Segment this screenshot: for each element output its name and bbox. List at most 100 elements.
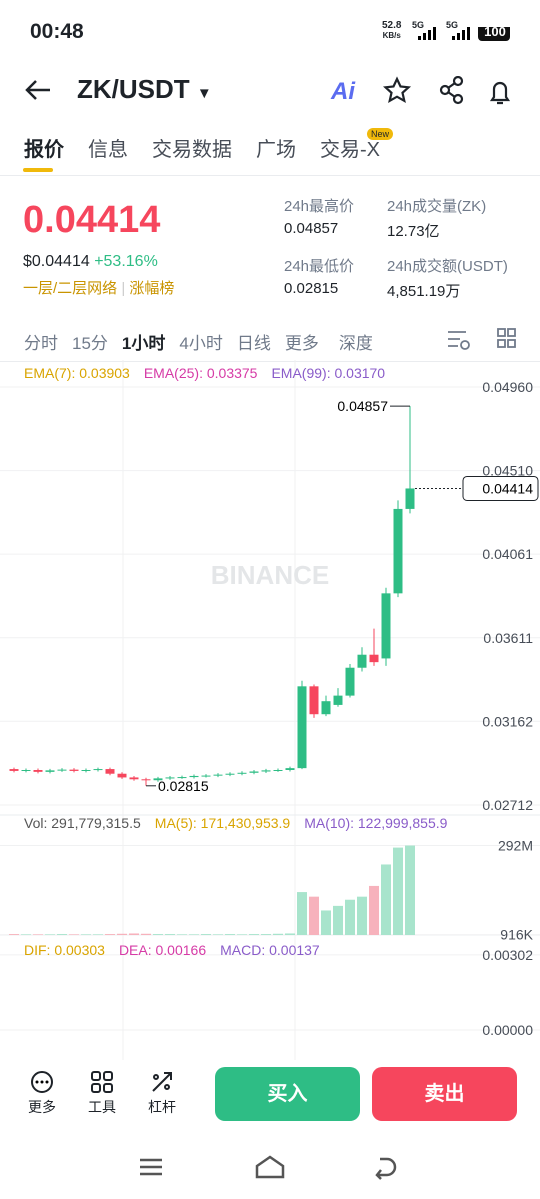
tab[interactable]: 信息	[88, 139, 128, 161]
volume-bar	[117, 933, 127, 935]
candle-body	[249, 771, 259, 773]
y-tick-label: 0.04960	[482, 379, 533, 395]
volume-bar	[9, 934, 19, 935]
volume-bar	[213, 934, 223, 935]
volume-bar	[333, 905, 343, 935]
volume-bar	[225, 934, 235, 935]
network: 5G	[412, 20, 425, 30]
speed-unit: KB/s	[382, 31, 401, 40]
legend-entry: Vol: 291,779,315.5	[24, 815, 141, 831]
candle-body	[117, 773, 127, 778]
candle-body	[177, 777, 187, 779]
last-price: 0.04414	[23, 199, 161, 241]
pair: ZK/USDT	[77, 74, 190, 104]
watermark: BINANCE	[211, 560, 329, 590]
legend-entry: EMA(99): 0.03170	[271, 365, 385, 381]
y-tick-label: 916K	[500, 927, 533, 943]
volume-bar	[345, 899, 355, 935]
nav-bar	[140, 1155, 397, 1180]
stat-value: 12.73亿	[387, 223, 440, 240]
signal-icons	[418, 27, 510, 41]
interval[interactable]: 分时	[24, 334, 58, 353]
volume-bar	[321, 910, 331, 935]
chart-settings-icons[interactable]	[446, 327, 518, 351]
volume-bar	[201, 934, 211, 935]
tab[interactable]: 报价	[24, 139, 64, 161]
candle-body	[237, 772, 247, 774]
volume-bar	[165, 934, 175, 935]
new-badge: New	[367, 128, 394, 140]
stat-value: 0.04857	[284, 220, 339, 237]
volume-bar	[309, 896, 319, 935]
interval[interactable]: 15分	[72, 334, 108, 353]
volume-bar	[21, 934, 31, 935]
legend-entry: DIF: 0.00303	[24, 942, 105, 958]
interval[interactable]: 深度	[338, 334, 373, 353]
volume-bar	[153, 934, 163, 935]
tab[interactable]: 交易-X	[320, 139, 380, 161]
interval[interactable]: 1小时	[121, 334, 166, 353]
candle-body	[45, 770, 55, 772]
action-button[interactable]: 杠杆	[142, 1070, 182, 1117]
volume-bar	[261, 934, 271, 935]
action-icon	[152, 1072, 172, 1092]
candle-body	[357, 654, 367, 668]
usd-price: $0.04414 +53.16%	[23, 253, 158, 271]
tag[interactable]: 涨幅榜	[129, 280, 175, 297]
header-icons	[383, 76, 511, 105]
tab-bar: 报价 信息 交易数据 广场 交易-X	[24, 133, 380, 162]
tags: 一层/二层网络 | 涨幅榜	[23, 280, 175, 297]
candle-body	[33, 770, 43, 772]
candle-body	[189, 775, 199, 778]
legend-entry: MA(10): 122,999,855.9	[304, 815, 447, 831]
back-button[interactable]	[24, 78, 52, 102]
volume-bar	[393, 847, 403, 935]
tab[interactable]: 交易数据	[152, 139, 232, 161]
stat-label: 24h最高价	[284, 198, 355, 215]
stat-label: 24h成交额(USDT)	[387, 258, 508, 275]
y-tick-label: 0.04510	[482, 463, 533, 479]
candle-body	[69, 769, 79, 771]
candle-body	[81, 770, 91, 771]
action-button[interactable]: 工具	[82, 1070, 122, 1117]
last-price-label: 0.04414	[482, 480, 533, 496]
volume-bar	[81, 934, 91, 935]
interval[interactable]: 4小时	[179, 334, 223, 353]
bottom-actions: 更多 工具 杠杆	[22, 1070, 182, 1117]
legend-entry: MA(5): 171,430,953.9	[155, 815, 291, 831]
chart: 0.04960 0.04510 0.04061 0.03611 0.03162 0.027…	[0, 360, 540, 1060]
interval[interactable]: 日线	[236, 334, 271, 353]
buy-button[interactable]: 买入	[215, 1067, 360, 1121]
action-button[interactable]: 更多	[22, 1070, 62, 1117]
y-tick-label: 0.02712	[482, 797, 533, 813]
volume-bar	[57, 934, 67, 935]
action-label: 工具	[88, 1099, 116, 1115]
candle-body	[9, 769, 19, 771]
stat-value: 4,851.19万	[387, 283, 461, 300]
network: 5G	[446, 20, 459, 30]
pair-title[interactable]: ZK/USDT ▼	[77, 74, 212, 104]
volume-bar	[69, 934, 79, 935]
volume-bar	[249, 934, 259, 935]
candle-body	[261, 770, 271, 772]
candle-body	[381, 593, 391, 659]
volume-bar	[189, 934, 199, 935]
ai-button[interactable]: Ai	[331, 78, 355, 105]
tab[interactable]: 广场	[256, 139, 296, 161]
candle-body	[321, 701, 331, 715]
interval[interactable]: 更多	[284, 334, 319, 353]
stat-value: 0.02815	[284, 280, 339, 297]
volume-bar	[141, 933, 151, 935]
candle-body	[273, 770, 283, 771]
high-label: 0.04857	[337, 398, 388, 414]
candle-body	[57, 769, 67, 771]
sell-button[interactable]: 卖出	[372, 1067, 517, 1121]
action-icon	[91, 1071, 113, 1093]
tag[interactable]: 一层/二层网络	[23, 280, 118, 297]
interval-bar: 分时 15分 1小时 4小时 日线 更多 深度	[24, 329, 373, 354]
legend-entry: DEA: 0.00166	[119, 942, 206, 958]
candle-body	[93, 769, 103, 771]
candle-body	[333, 695, 343, 705]
usd: $0.04414	[23, 253, 90, 270]
